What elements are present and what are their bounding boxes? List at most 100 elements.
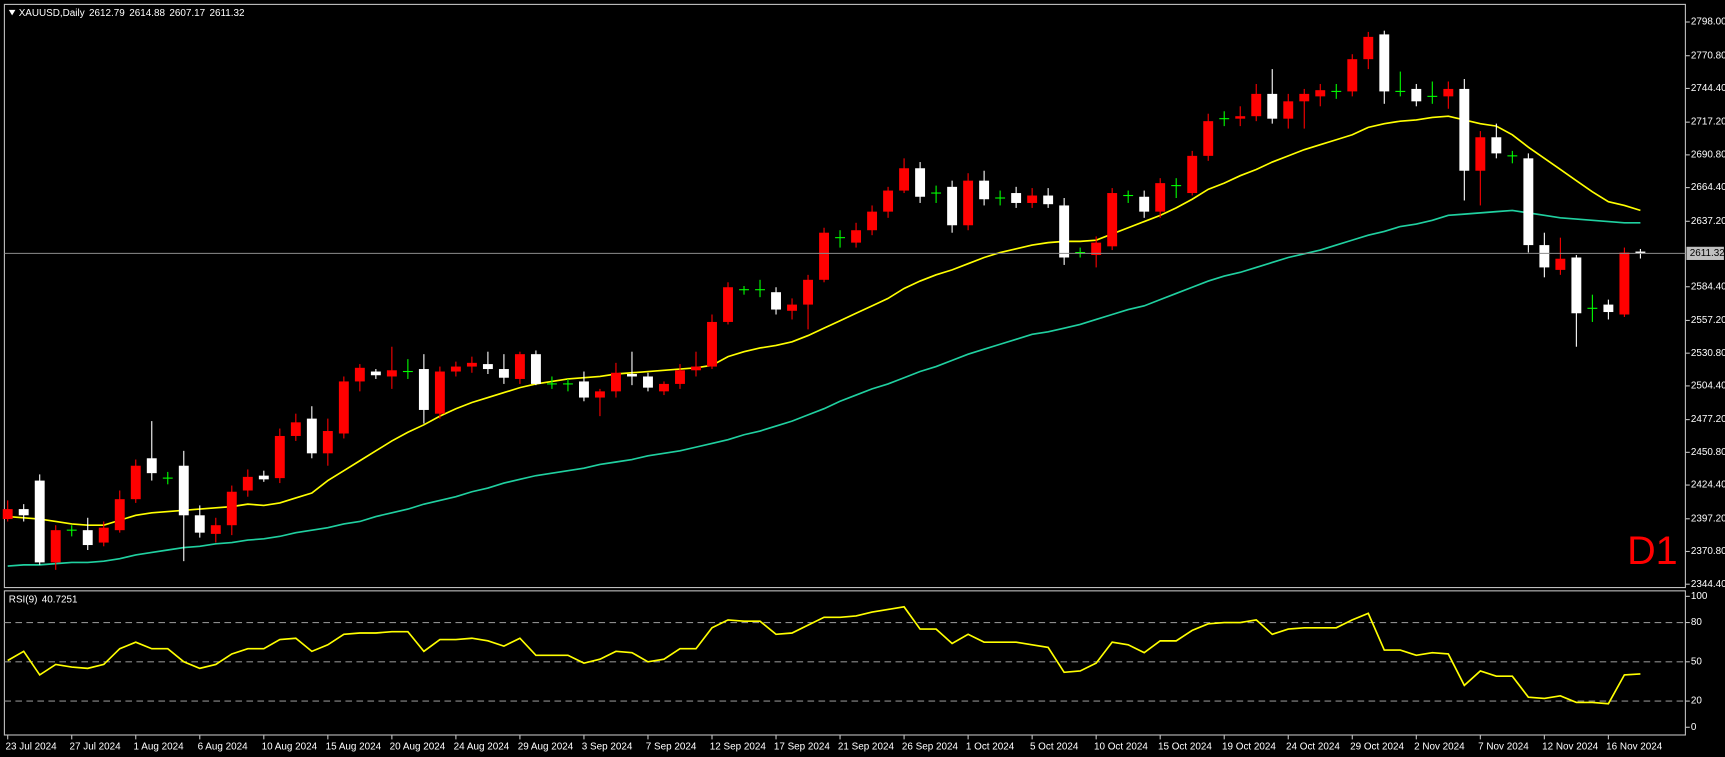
y-tick-label: 2637.20	[1691, 216, 1725, 227]
candle-body	[146, 458, 157, 474]
candle-body	[787, 304, 797, 311]
candle-body	[226, 491, 237, 526]
candle-body	[514, 354, 525, 379]
x-tick-label: 26 Sep 2024	[902, 742, 959, 753]
candle-body	[210, 525, 221, 534]
candle-body	[1603, 304, 1614, 313]
candle-body	[434, 371, 445, 414]
x-tick-label: 23 Jul 2024	[6, 742, 58, 753]
x-tick-label: 10 Aug 2024	[262, 742, 318, 753]
candle-body	[130, 465, 141, 500]
open-value: 2612.79	[89, 8, 125, 19]
y-tick-label: 2370.80	[1691, 546, 1725, 557]
candle-body	[1347, 59, 1358, 92]
y-tick-label: 2504.40	[1691, 381, 1725, 392]
rsi-title: RSI(9)	[9, 594, 38, 605]
candle-body	[643, 376, 653, 388]
x-tick-label: 12 Nov 2024	[1542, 742, 1599, 753]
candle-body	[1251, 93, 1262, 117]
y-tick-label: 2450.80	[1691, 447, 1725, 458]
x-tick-label: 21 Sep 2024	[838, 742, 895, 753]
x-tick-label: 15 Aug 2024	[326, 742, 382, 753]
candle-body	[771, 292, 781, 310]
x-tick-label: 5 Oct 2024	[1030, 742, 1079, 753]
candle-body	[1235, 116, 1246, 119]
rsi-header: RSI(9) 40.7251	[9, 594, 78, 605]
candle-body	[370, 371, 381, 376]
candle-body	[98, 527, 109, 543]
y-tick-label: 20	[1691, 696, 1703, 707]
candle-body	[242, 476, 253, 491]
candle-body	[1539, 245, 1550, 268]
y-tick-label: 2690.80	[1691, 149, 1725, 160]
x-tick-label: 29 Oct 2024	[1350, 742, 1404, 753]
y-tick-label: 2584.40	[1691, 281, 1725, 292]
candle-body	[1619, 252, 1630, 315]
x-tick-label: 16 Nov 2024	[1606, 742, 1663, 753]
x-tick-label: 27 Jul 2024	[70, 742, 122, 753]
candle-body	[1443, 88, 1454, 97]
candle-body	[498, 369, 509, 378]
y-tick-label: 2424.40	[1691, 480, 1725, 491]
candle-body	[867, 211, 878, 231]
y-tick-label: 50	[1691, 656, 1703, 667]
candle-body	[50, 530, 61, 563]
candle-body	[386, 370, 397, 377]
rsi-panel-frame	[3, 590, 1686, 736]
candle-body	[979, 180, 990, 200]
candle-body	[1379, 34, 1390, 92]
current-price-box	[1686, 246, 1724, 260]
symbol-menu-icon	[8, 9, 16, 16]
rsi-value: 40.7251	[42, 594, 78, 605]
candle-body	[466, 362, 477, 367]
candle-body	[18, 509, 29, 516]
x-tick-label: 17 Sep 2024	[774, 742, 831, 753]
candle-body	[530, 354, 541, 384]
candle-body	[290, 422, 301, 436]
candle-body	[611, 372, 621, 392]
high-value: 2614.88	[129, 8, 165, 19]
y-tick-label: 80	[1691, 617, 1703, 628]
y-tick-label: 100	[1691, 591, 1708, 602]
low-value: 2607.17	[169, 8, 205, 19]
x-tick-label: 6 Aug 2024	[198, 742, 249, 753]
candle-body	[82, 530, 93, 546]
candle-body	[450, 366, 461, 372]
x-tick-label: 12 Sep 2024	[710, 742, 767, 753]
candle-body	[1571, 257, 1582, 314]
candle-body	[1459, 88, 1470, 171]
candle-body	[1299, 93, 1310, 102]
candle-body	[1107, 193, 1118, 247]
x-tick-label: 7 Sep 2024	[646, 742, 697, 753]
y-tick-label: 2397.20	[1691, 513, 1725, 524]
x-tick-label: 10 Oct 2024	[1094, 742, 1148, 753]
candle-body	[1267, 93, 1278, 119]
candle-body	[1411, 88, 1422, 102]
candle-body	[947, 186, 958, 226]
candle-body	[1523, 158, 1534, 246]
candle-body	[338, 381, 349, 434]
candle-body	[1363, 36, 1374, 60]
candle-body	[803, 279, 813, 305]
candle-body	[1187, 155, 1198, 194]
y-tick-label: 0	[1691, 722, 1697, 733]
y-tick-label: 2530.80	[1691, 348, 1725, 359]
symbol-title: XAUUSD,Daily	[19, 8, 85, 19]
candle-body	[1011, 193, 1022, 203]
x-tick-label: 19 Oct 2024	[1222, 742, 1276, 753]
y-tick-label: 2770.80	[1691, 50, 1725, 61]
x-tick-label: 3 Sep 2024	[582, 742, 633, 753]
x-tick-label: 29 Aug 2024	[518, 742, 574, 753]
candle-body	[1091, 242, 1102, 256]
candle-body	[595, 391, 605, 398]
candle-body	[1635, 251, 1646, 254]
candle-body	[274, 435, 285, 479]
timeframe-annotation: D1	[1627, 529, 1678, 573]
candle-body	[883, 190, 894, 212]
candle-body	[627, 374, 637, 377]
x-tick-label: 24 Aug 2024	[454, 742, 510, 753]
x-tick-label: 7 Nov 2024	[1478, 742, 1529, 753]
y-tick-label: 2744.40	[1691, 83, 1725, 94]
candle-body	[1155, 183, 1166, 212]
